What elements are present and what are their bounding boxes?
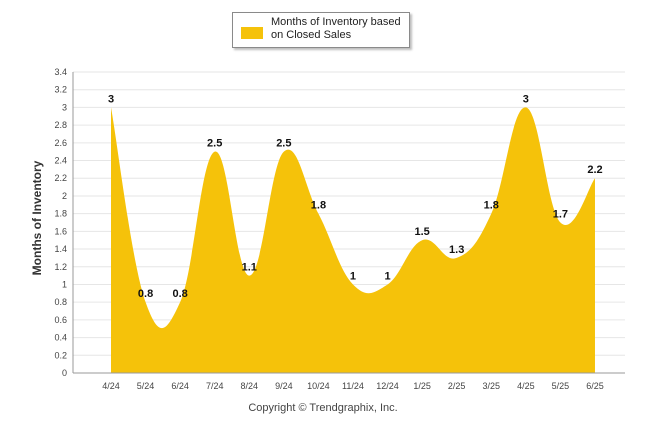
x-tick-label: 2/25: [448, 381, 466, 391]
data-label: 0.8: [138, 288, 153, 300]
y-tick-label: 3.2: [54, 85, 67, 95]
data-label: 1.1: [242, 262, 257, 274]
y-tick-label: 1: [62, 279, 67, 289]
x-tick-label: 4/25: [517, 381, 535, 391]
y-tick-label: 0.6: [54, 315, 67, 325]
y-tick-label: 1.6: [54, 226, 67, 236]
x-tick-label: 5/25: [552, 381, 570, 391]
data-label: 0.8: [172, 288, 187, 300]
data-label: 1.8: [484, 200, 499, 212]
y-tick-label: 2.6: [54, 138, 67, 148]
data-label: 3: [523, 93, 529, 105]
data-label: 2.5: [207, 138, 222, 150]
x-tick-label: 5/24: [137, 381, 155, 391]
legend-label: Months of Inventory based on Closed Sale…: [271, 16, 401, 41]
x-tick-label: 3/25: [483, 381, 501, 391]
y-axis-title: Months of Inventory: [30, 160, 44, 276]
data-label: 1.3: [449, 244, 464, 256]
y-tick-label: 2.2: [54, 173, 67, 183]
legend: Months of Inventory based on Closed Sale…: [232, 12, 410, 48]
data-label: 2.5: [276, 138, 291, 150]
series-area: [111, 107, 595, 374]
x-tick-label: 7/24: [206, 381, 224, 391]
y-tick-label: 3.4: [54, 67, 67, 77]
legend-swatch: [241, 27, 263, 39]
data-label: 1: [350, 270, 356, 282]
x-tick-label: 10/24: [307, 381, 330, 391]
y-tick-label: 0.2: [54, 350, 67, 360]
x-tick-label: 9/24: [275, 381, 293, 391]
x-tick-label: 4/24: [102, 381, 120, 391]
data-label: 1.8: [311, 200, 326, 212]
x-tick-label: 8/24: [241, 381, 259, 391]
x-tick-label: 1/25: [413, 381, 431, 391]
copyright-text: Copyright © Trendgraphix, Inc.: [248, 402, 398, 414]
y-tick-label: 2.8: [54, 120, 67, 130]
y-tick-label: 0.4: [54, 333, 67, 343]
y-tick-label: 1.4: [54, 244, 67, 254]
y-tick-label: 0.8: [54, 297, 67, 307]
data-label: 2.2: [587, 164, 602, 176]
x-tick-label: 6/25: [586, 381, 604, 391]
x-tick-label: 12/24: [376, 381, 399, 391]
data-label: 1: [384, 270, 390, 282]
y-tick-label: 1.2: [54, 262, 67, 272]
y-tick-label: 2: [62, 191, 67, 201]
x-tick-label: 11/24: [342, 381, 364, 391]
y-tick-label: 2.4: [54, 156, 67, 166]
y-tick-label: 0: [62, 368, 67, 378]
x-tick-label: 6/24: [171, 381, 189, 391]
data-label: 3: [108, 93, 114, 105]
data-label: 1.7: [553, 209, 568, 221]
data-label: 1.5: [414, 226, 429, 238]
y-tick-label: 3: [62, 102, 67, 112]
y-tick-label: 1.8: [54, 209, 67, 219]
